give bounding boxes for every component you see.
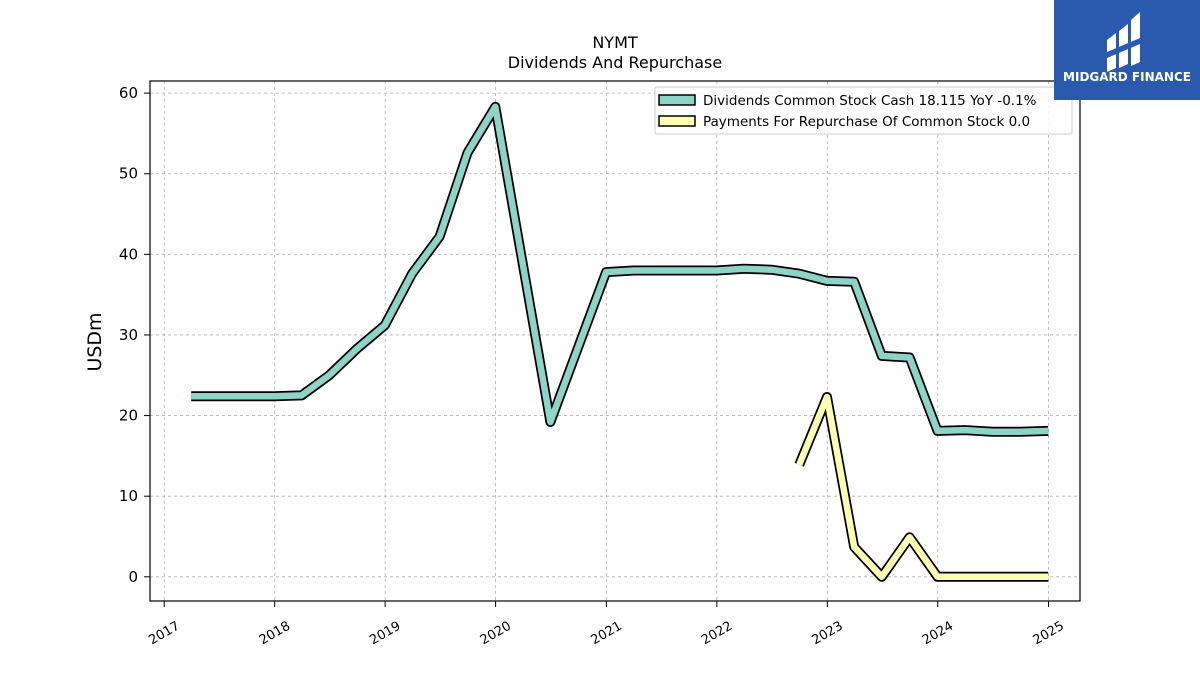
x-tick-label: 2024 [920,619,956,649]
x-axis: 2017 2018 2019 2020 2021 2022 2023 2024 2025 [146,601,1067,649]
series-point [1047,430,1049,432]
x-tick-label: 2020 [478,619,514,649]
series-point [328,374,330,376]
series-line-outline [794,392,1049,582]
series-point [411,273,413,275]
series-line [191,103,1049,435]
series-point [356,348,358,350]
series-point [881,355,883,357]
series-point [936,576,938,578]
series-point [466,152,468,154]
series-point [964,429,966,431]
x-tick-label: 2018 [257,619,293,649]
legend-swatch-repurchase [658,115,696,127]
y-tick-label: 10 [119,487,138,505]
series-point [246,395,248,397]
y-axis-label: USDm [84,312,106,371]
logo-text: MIDGARD FINANCE [1063,70,1191,84]
series-point [798,273,800,275]
series-point [273,395,275,397]
series-point [1019,431,1021,433]
series-point [549,421,551,423]
y-tick-label: 60 [119,84,138,102]
series-1 [794,392,1049,582]
series-layer [190,101,1049,582]
chart-subtitle: Dividends And Repurchase [508,53,722,72]
legend-label-repurchase: Payments For Repurchase Of Common Stock … [703,114,1030,130]
series-point [660,269,662,271]
x-tick-label: 2017 [146,619,182,649]
midgard-finance-logo: MIDGARD FINANCE [1054,0,1200,100]
y-axis: 0 10 20 30 40 50 60 [119,84,150,586]
chart-title: NYMT [592,33,638,52]
series-point [218,395,220,397]
y-tick-label: 40 [119,245,138,263]
y-tick-label: 50 [119,165,138,183]
series-point [688,269,690,271]
legend-box [654,86,1073,135]
x-tick-label: 2025 [1031,619,1067,649]
series-point [439,236,441,238]
series-point [936,430,938,432]
series-point [770,269,772,271]
series-point [853,546,855,548]
series-0 [190,101,1049,437]
series-point [881,576,883,578]
series-point [992,431,994,433]
legend-swatch-dividends [658,94,696,106]
series-point [632,269,634,271]
y-tick-label: 0 [128,568,138,586]
series-point [494,106,496,108]
series-point [909,536,911,538]
series-point [909,357,911,359]
series-point [1019,576,1021,578]
grid-lines [150,81,1080,601]
series-point [853,281,855,283]
series-point [964,576,966,578]
x-tick-label: 2019 [367,619,403,649]
series-point [605,271,607,273]
series-point [826,280,828,282]
series-point [992,576,994,578]
y-tick-label: 30 [119,326,138,344]
series-point [743,268,745,270]
series-point [798,464,800,466]
x-tick-label: 2023 [809,619,845,649]
legend-label-dividends: Dividends Common Stock Cash 18.115 YoY -… [703,93,1037,109]
series-point [301,394,303,396]
legend: Dividends Common Stock Cash 18.115 YoY -… [654,86,1073,135]
y-tick-label: 20 [119,407,138,425]
series-point [190,395,192,397]
x-tick-label: 2022 [699,619,735,649]
series-point [826,396,828,398]
series-point [1047,576,1049,578]
series-line [796,393,1049,581]
plot-frame [149,80,1081,602]
series-point [384,324,386,326]
logo-mark-icon [1107,12,1140,72]
x-tick-label: 2021 [589,619,625,649]
series-point [716,269,718,271]
